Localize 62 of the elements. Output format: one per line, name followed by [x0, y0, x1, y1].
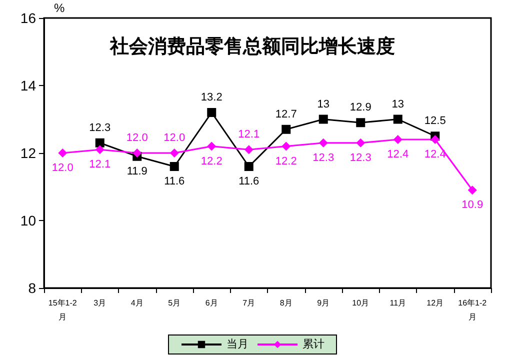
data-label: 12.0 [164, 132, 186, 144]
y-tick-label: 8 [28, 280, 36, 296]
point [468, 186, 477, 195]
legend-label: 累计 [302, 338, 324, 350]
x-tick-label: 3月 [94, 298, 106, 308]
point [356, 138, 366, 148]
data-label: 12.0 [52, 162, 74, 174]
data-label: 12.2 [275, 155, 297, 168]
x-tick-label: 4月 [130, 298, 144, 308]
data-label: 12.9 [350, 102, 372, 114]
point [318, 138, 328, 148]
point [132, 148, 142, 158]
point [393, 135, 402, 144]
point [356, 118, 366, 128]
data-label: 12.1 [238, 128, 260, 141]
point [170, 162, 179, 171]
point [170, 148, 179, 158]
data-label: 12.3 [350, 152, 372, 164]
point [430, 135, 440, 144]
data-label: 12.1 [89, 158, 111, 171]
point [95, 145, 104, 154]
data-label: 13 [317, 98, 330, 110]
y-tick-label: 14 [20, 78, 36, 94]
legend-label: 当月 [226, 338, 248, 350]
data-label: 10.9 [462, 199, 484, 212]
y-tick-label: 10 [20, 212, 36, 228]
x-tick-label: 6月 [205, 298, 218, 308]
data-label: 12.2 [200, 155, 222, 168]
data-label: 11.6 [238, 176, 260, 188]
point [393, 114, 402, 124]
x-tick-label: 5月 [168, 298, 181, 308]
point [244, 162, 254, 171]
text: 社会消费品零售总额同比增长速度 [109, 36, 395, 58]
x-tick-label: 10月 [352, 298, 370, 308]
point [95, 138, 104, 148]
point [244, 145, 254, 154]
x-tick-label: 7月 [242, 298, 256, 308]
data-label: 12.0 [126, 132, 148, 144]
data-label: 12.3 [312, 152, 334, 164]
point [58, 148, 68, 158]
point [282, 142, 291, 151]
x-tick-label: 8月 [280, 298, 292, 308]
point [282, 124, 291, 134]
data-label: 12.3 [89, 122, 111, 134]
y-tick-label: 12 [20, 145, 36, 161]
x-tick-label: 9月 [317, 298, 330, 308]
point [318, 114, 328, 124]
data-label: 12.4 [387, 148, 409, 160]
data-label: 12.7 [275, 108, 297, 120]
y-axis-title: % [54, 1, 65, 15]
point [207, 108, 216, 117]
data-label: 13 [392, 98, 404, 110]
data-label: 11.9 [126, 165, 148, 178]
data-label: 12.5 [424, 115, 446, 128]
data-label: 11.6 [164, 176, 185, 188]
x-tick-label: 15年1-2月 [48, 298, 78, 322]
y-tick-label: 16 [20, 10, 36, 26]
x-tick-label: 11月 [390, 298, 406, 308]
x-tick-label: 16年1-2月 [458, 298, 488, 322]
point [207, 142, 216, 151]
x-tick-label: 12月 [426, 298, 444, 308]
data-label: 13.2 [200, 92, 222, 104]
